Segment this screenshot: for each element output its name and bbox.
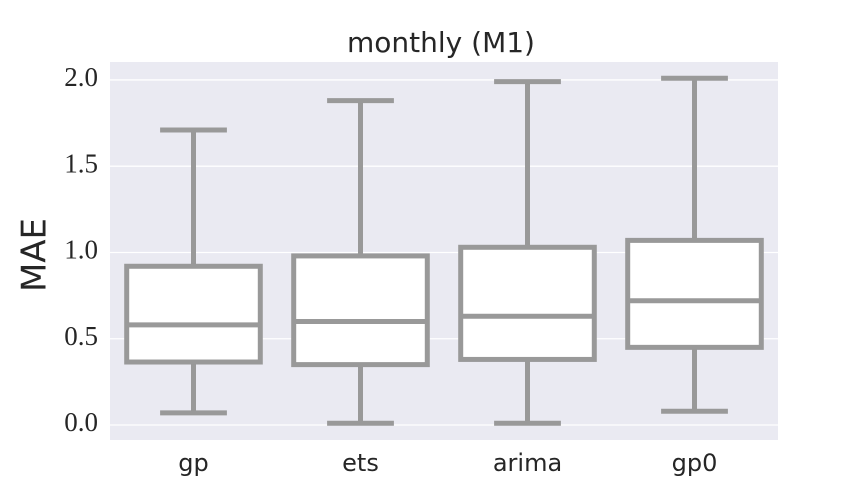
y-axis-label: MAE [15, 218, 55, 292]
y-tick-label: 0.5 [64, 321, 98, 351]
box [291, 253, 430, 368]
y-tick-label: 2.0 [64, 62, 98, 92]
box [124, 263, 263, 365]
x-tick-label: ets [342, 449, 379, 477]
x-tick-label: arima [493, 449, 562, 477]
box [625, 237, 764, 350]
box [458, 244, 597, 362]
chart-title: monthly (M1) [347, 26, 535, 59]
y-tick-label: 0.0 [64, 407, 98, 437]
x-tick-label: gp0 [672, 449, 718, 477]
y-tick-label: 1.0 [64, 235, 98, 265]
x-tick-label: gp [178, 449, 208, 477]
y-tick-label: 1.5 [64, 148, 98, 178]
